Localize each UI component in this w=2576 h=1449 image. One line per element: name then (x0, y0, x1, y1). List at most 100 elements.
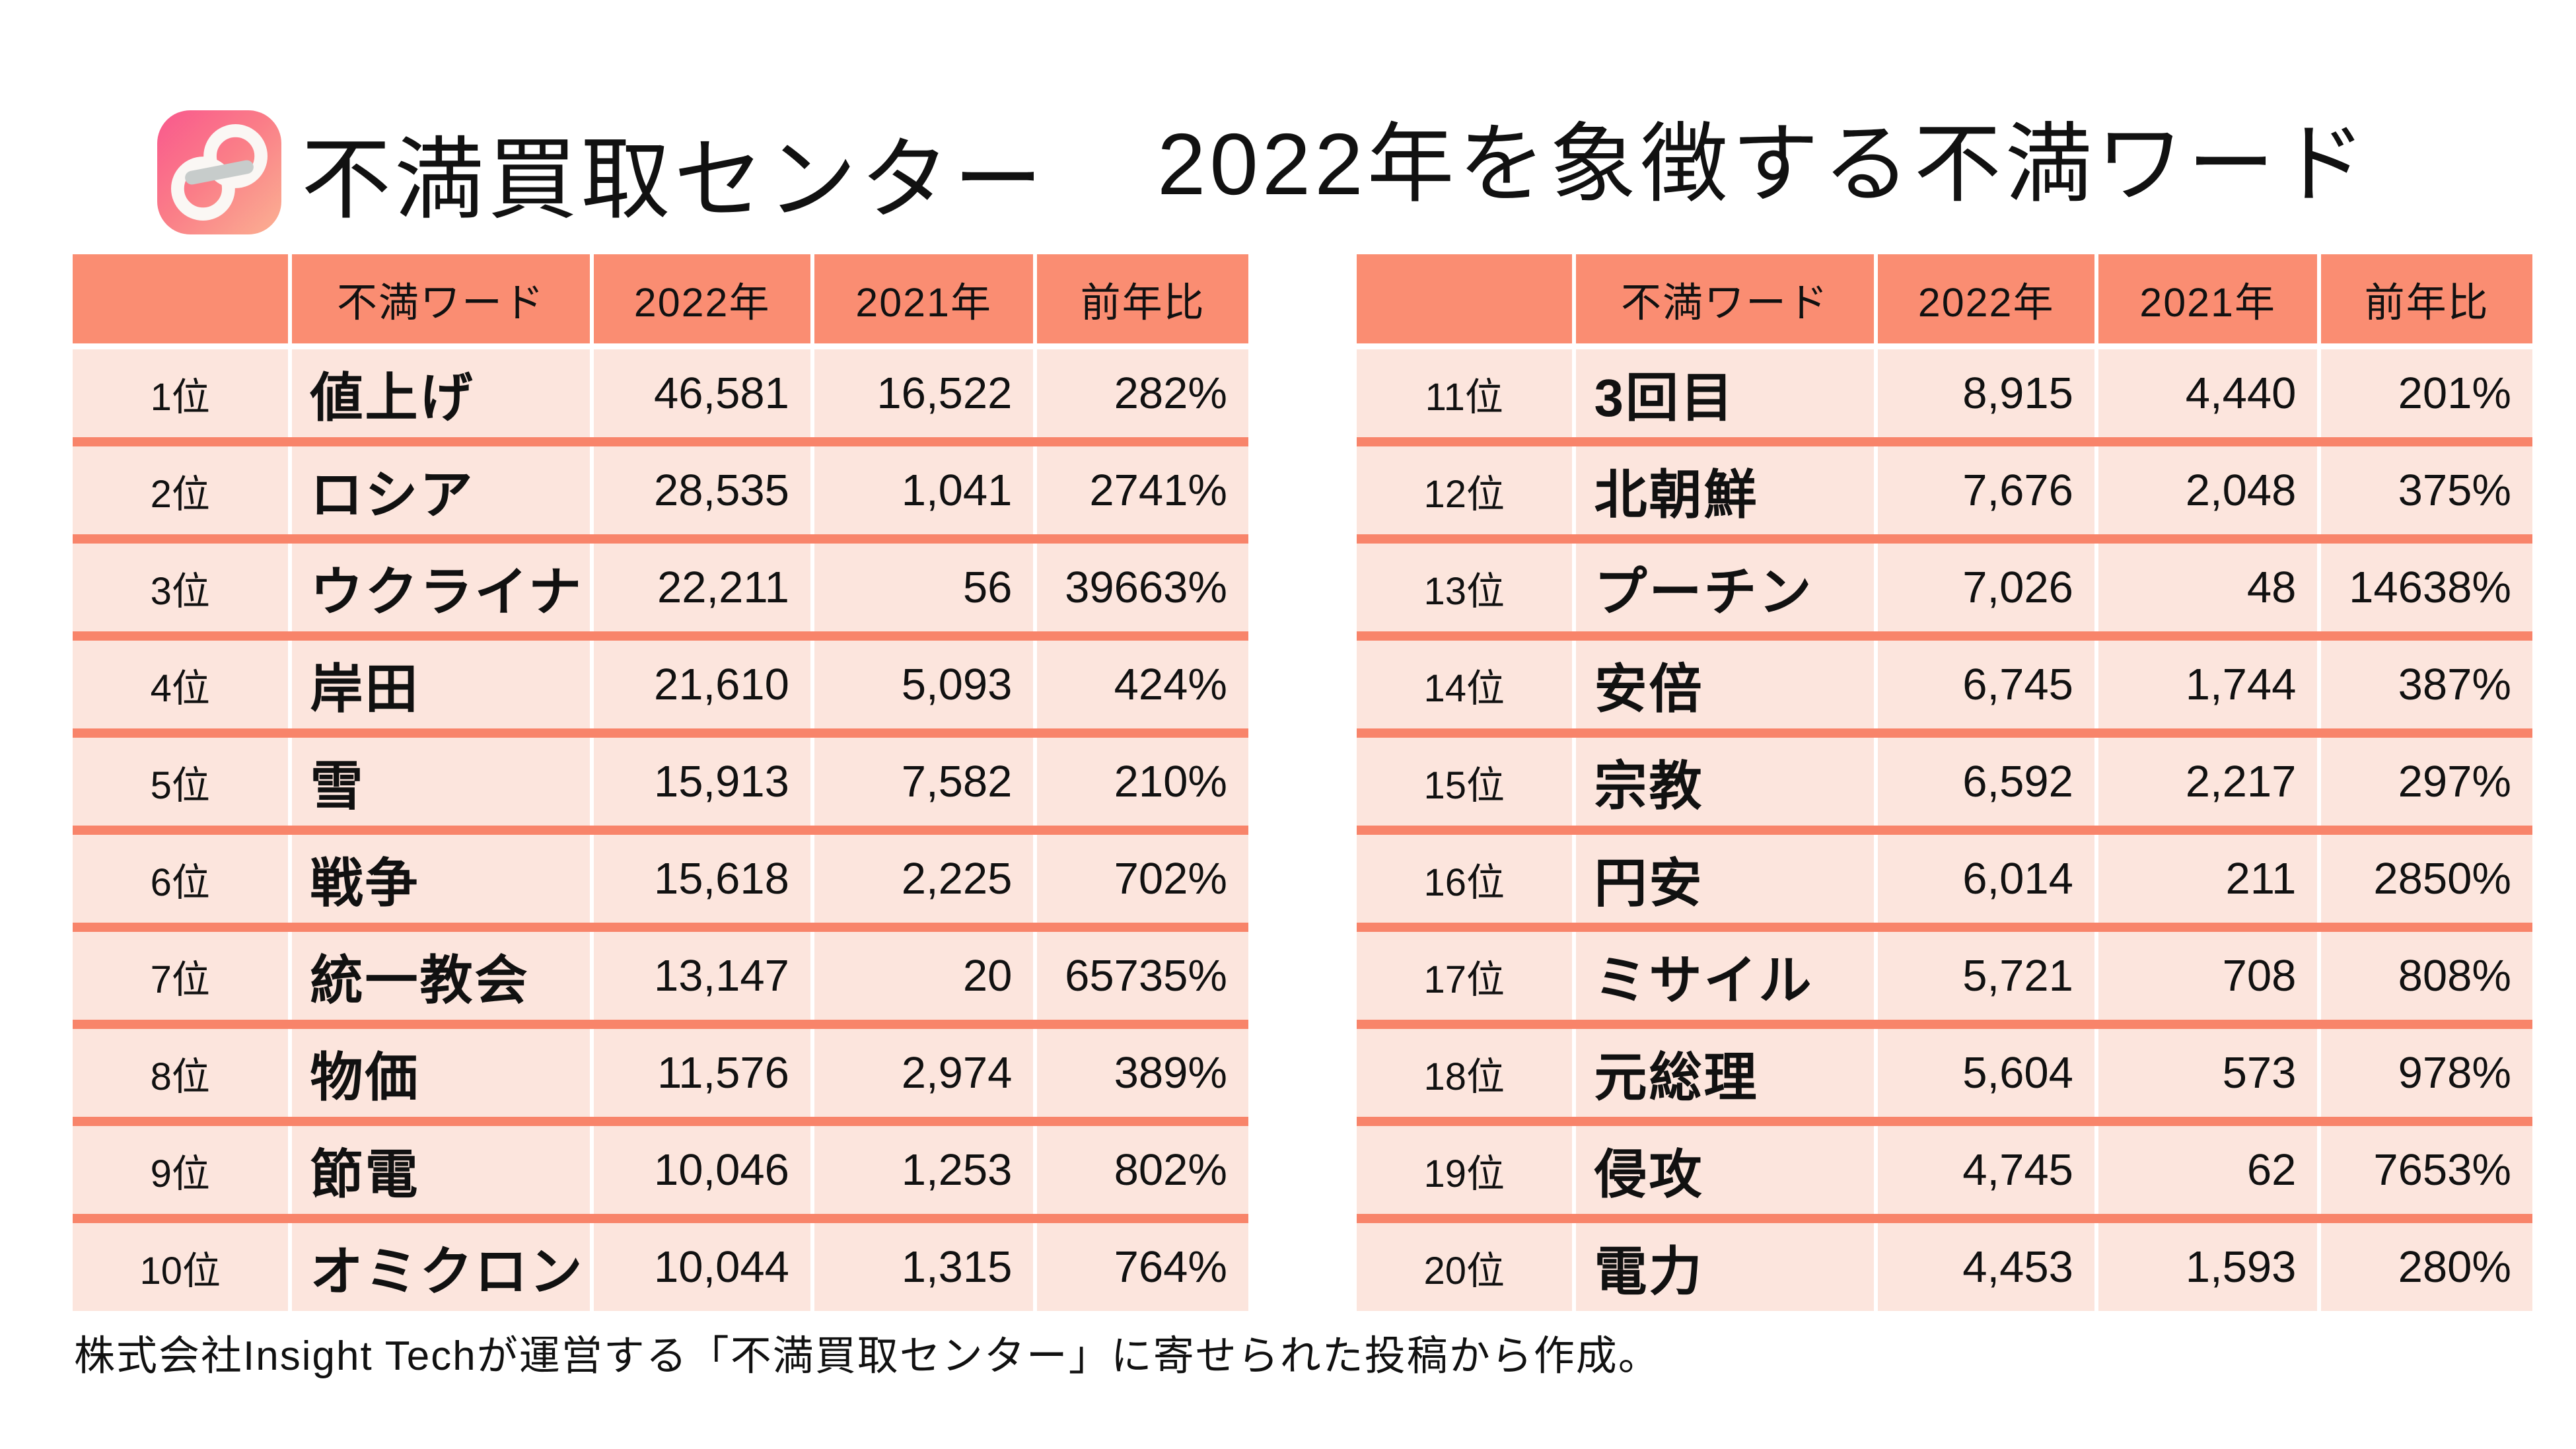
rank-cell: 8位 (73, 1029, 288, 1117)
word-header-cell: 不満ワード (291, 254, 590, 343)
word-cell: 3回目 (1575, 349, 1875, 437)
count-2021-cell: 1,041 (814, 446, 1034, 534)
yoy-cell: 2850% (2321, 835, 2532, 923)
word-cell: 元総理 (1575, 1029, 1875, 1117)
rank-cell: 5位 (73, 738, 288, 826)
table-row: 13位 プーチン 7,026 48 14638% (1357, 544, 2532, 631)
count-2022-cell: 5,604 (1878, 1029, 2094, 1117)
word-cell: 値上げ (291, 349, 590, 437)
count-2022-cell: 11,576 (594, 1029, 810, 1117)
yoy-cell: 424% (1037, 641, 1248, 728)
yoy-cell: 297% (2321, 738, 2532, 826)
word-cell: 統一教会 (291, 932, 590, 1020)
yoy-cell: 282% (1037, 349, 1248, 437)
header-gap (73, 343, 1248, 349)
row-divider (73, 728, 1248, 738)
row-divider (73, 1214, 1248, 1223)
count-2022-cell: 4,453 (1878, 1223, 2094, 1311)
row-divider (1357, 1214, 2532, 1223)
year2022-header-cell: 2022年 (1878, 254, 2094, 343)
count-2021-cell: 20 (814, 932, 1034, 1020)
count-2021-cell: 1,315 (814, 1223, 1034, 1311)
count-2022-cell: 15,618 (594, 835, 810, 923)
rank-cell: 6位 (73, 835, 288, 923)
row-divider (73, 826, 1248, 835)
row-divider (1357, 1117, 2532, 1126)
table-row: 2位 ロシア 28,535 1,041 2741% (73, 446, 1248, 534)
count-2021-cell: 5,093 (814, 641, 1034, 728)
count-2022-cell: 4,745 (1878, 1126, 2094, 1214)
yoy-cell: 14638% (2321, 544, 2532, 631)
yoy-cell: 702% (1037, 835, 1248, 923)
count-2021-cell: 62 (2098, 1126, 2318, 1214)
word-cell: 雪 (291, 738, 590, 826)
yoy-cell: 65735% (1037, 932, 1248, 1020)
table-row: 7位 統一教会 13,147 20 65735% (73, 932, 1248, 1020)
count-2022-cell: 10,046 (594, 1126, 810, 1214)
table-row: 8位 物価 11,576 2,974 389% (73, 1029, 1248, 1117)
table-row: 4位 岸田 21,610 5,093 424% (73, 641, 1248, 728)
count-2021-cell: 56 (814, 544, 1034, 631)
brand-header: 不満買取センター (157, 107, 1046, 237)
table-row: 1位 値上げ 46,581 16,522 282% (73, 349, 1248, 437)
yoy-header-cell: 前年比 (2321, 254, 2532, 343)
table-header-row: 不満ワード 2022年 2021年 前年比 (73, 254, 1248, 343)
word-cell: ロシア (291, 446, 590, 534)
count-2022-cell: 6,592 (1878, 738, 2094, 826)
word-cell: 物価 (291, 1029, 590, 1117)
count-2021-cell: 211 (2098, 835, 2318, 923)
rank-cell: 10位 (73, 1223, 288, 1311)
year2021-header-cell: 2021年 (2098, 254, 2318, 343)
row-divider (1357, 534, 2532, 544)
row-divider (73, 1020, 1248, 1029)
count-2022-cell: 7,026 (1878, 544, 2094, 631)
count-2021-cell: 48 (2098, 544, 2318, 631)
count-2022-cell: 5,721 (1878, 932, 2094, 1020)
word-cell: 安倍 (1575, 641, 1875, 728)
count-2021-cell: 2,974 (814, 1029, 1034, 1117)
count-2021-cell: 16,522 (814, 349, 1034, 437)
table-row: 19位 侵攻 4,745 62 7653% (1357, 1126, 2532, 1214)
ranking-table-left: 不満ワード 2022年 2021年 前年比 1位 値上げ 46,581 16,5… (73, 254, 1248, 1311)
row-divider (1357, 631, 2532, 641)
yoy-cell: 387% (2321, 641, 2532, 728)
count-2021-cell: 4,440 (2098, 349, 2318, 437)
row-divider (73, 1117, 1248, 1126)
count-2021-cell: 7,582 (814, 738, 1034, 826)
row-divider (1357, 1020, 2532, 1029)
table-row: 20位 電力 4,453 1,593 280% (1357, 1223, 2532, 1311)
year2021-header-cell: 2021年 (814, 254, 1034, 343)
yoy-cell: 764% (1037, 1223, 1248, 1311)
rank-cell: 12位 (1357, 446, 1572, 534)
yoy-cell: 2741% (1037, 446, 1248, 534)
rank-cell: 19位 (1357, 1126, 1572, 1214)
rank-cell: 7位 (73, 932, 288, 1020)
word-cell: 節電 (291, 1126, 590, 1214)
table-row: 15位 宗教 6,592 2,217 297% (1357, 738, 2532, 826)
rank-cell: 15位 (1357, 738, 1572, 826)
word-cell: オミクロン (291, 1223, 590, 1311)
count-2022-cell: 22,211 (594, 544, 810, 631)
table-row: 5位 雪 15,913 7,582 210% (73, 738, 1248, 826)
table-row: 6位 戦争 15,618 2,225 702% (73, 835, 1248, 923)
count-2022-cell: 7,676 (1878, 446, 2094, 534)
count-2022-cell: 28,535 (594, 446, 810, 534)
year2022-header-cell: 2022年 (594, 254, 810, 343)
rank-cell: 11位 (1357, 349, 1572, 437)
brand-name: 不満買取センター (301, 129, 1046, 230)
rank-cell: 14位 (1357, 641, 1572, 728)
table-row: 18位 元総理 5,604 573 978% (1357, 1029, 2532, 1117)
yoy-cell: 375% (2321, 446, 2532, 534)
rank-cell: 2位 (73, 446, 288, 534)
table-row: 3位 ウクライナ 22,211 56 39663% (73, 544, 1248, 631)
page-title: 2022年を象徴する不満ワード (1157, 116, 2370, 213)
rank-cell: 17位 (1357, 932, 1572, 1020)
row-divider (73, 631, 1248, 641)
infinity-loop-icon (157, 110, 281, 234)
rank-header-cell (73, 254, 288, 343)
rank-cell: 20位 (1357, 1223, 1572, 1311)
yoy-cell: 280% (2321, 1223, 2532, 1311)
rank-cell: 3位 (73, 544, 288, 631)
yoy-cell: 210% (1037, 738, 1248, 826)
